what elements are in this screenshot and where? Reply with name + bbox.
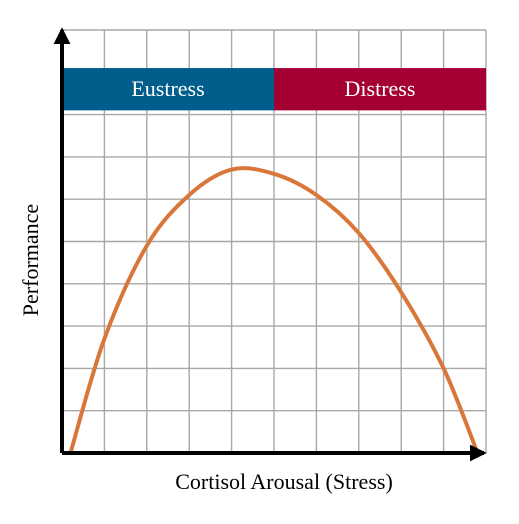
y-axis-label: Performance: [18, 204, 43, 316]
eustress-band-label: Eustress: [131, 76, 204, 101]
series-layer: [68, 166, 480, 455]
eustress-band: [62, 68, 274, 111]
distress-band: [274, 68, 486, 111]
performance-curve: [68, 166, 480, 455]
distress-band-label: Distress: [345, 76, 416, 101]
stress-bands: Eustress Distress: [62, 68, 486, 111]
x-axis-label: Cortisol Arousal (Stress): [175, 469, 393, 494]
